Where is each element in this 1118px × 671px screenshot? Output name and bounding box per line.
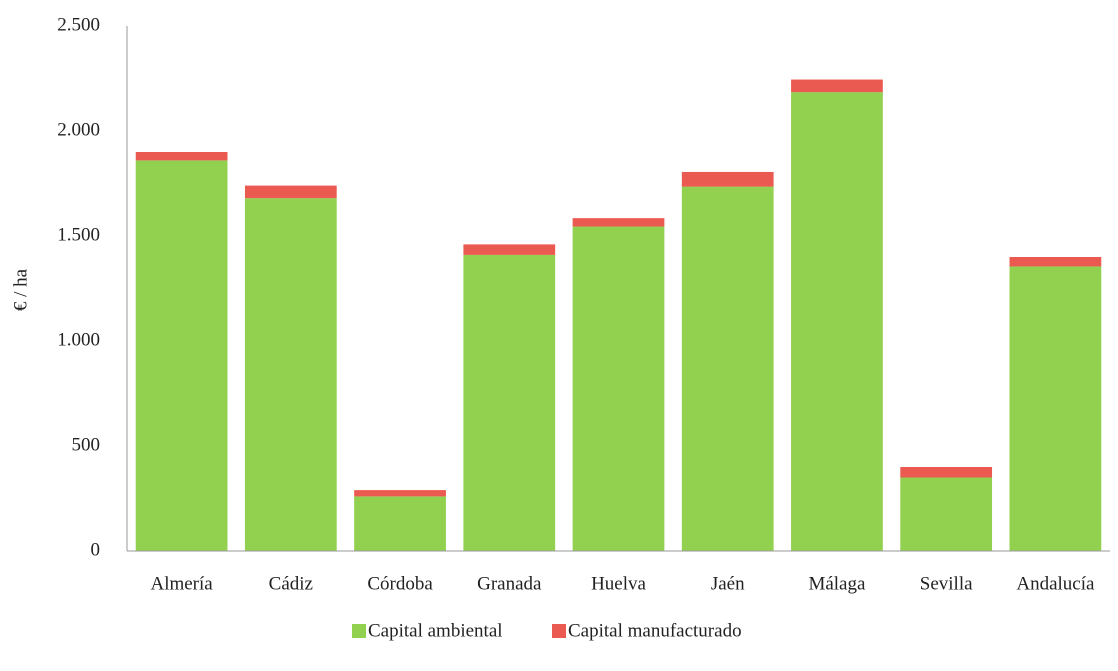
x-tick-label: Málaga	[808, 573, 866, 594]
y-tick-label: 2.500	[57, 14, 100, 35]
y-axis-label: € / ha	[10, 268, 31, 311]
x-tick-label: Almería	[150, 573, 213, 594]
legend-label: Capital manufacturado	[568, 620, 742, 641]
legend-swatch	[352, 624, 366, 638]
bar-segment	[354, 490, 446, 497]
bar-segment	[135, 160, 228, 551]
x-tick-label: Granada	[477, 573, 542, 594]
bar-segment	[900, 477, 993, 551]
x-tick-label: Sevilla	[920, 573, 973, 594]
y-tick-label: 500	[72, 434, 101, 455]
bar-segment	[791, 79, 883, 93]
bar-segment	[572, 218, 665, 227]
bar-segment	[244, 198, 337, 551]
legend-label: Capital ambiental	[368, 620, 503, 641]
x-tick-label: Cádiz	[269, 573, 313, 594]
bar-segment	[244, 185, 337, 199]
y-tick-label: 0	[91, 539, 101, 560]
bar-segment	[1009, 266, 1102, 551]
bar-segment	[135, 152, 228, 161]
bar-segment	[572, 226, 665, 552]
y-tick-label: 1.500	[57, 224, 100, 245]
bar-segment	[354, 496, 446, 551]
x-tick-label: Jaén	[711, 573, 745, 594]
bar-segment	[791, 92, 883, 552]
y-tick-label: 1.000	[57, 329, 100, 350]
x-tick-label: Huelva	[591, 573, 646, 594]
x-tick-label: Andalucía	[1016, 573, 1095, 594]
bar-segment	[1009, 257, 1102, 267]
bar-segment	[463, 244, 556, 255]
bar-segment	[900, 467, 993, 478]
legend-swatch	[552, 624, 566, 638]
x-tick-label: Córdoba	[367, 573, 433, 594]
bar-segment	[463, 254, 556, 551]
bar-segment	[681, 186, 774, 551]
y-tick-label: 2.000	[57, 119, 100, 140]
bar-segment	[681, 171, 774, 187]
